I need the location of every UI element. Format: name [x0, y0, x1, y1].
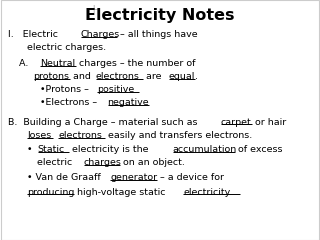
Text: – all things have: – all things have	[117, 30, 198, 39]
Text: or hair: or hair	[252, 118, 286, 127]
Text: producing: producing	[27, 188, 75, 197]
Text: – a device for: – a device for	[157, 173, 224, 182]
Text: electric: electric	[37, 158, 75, 168]
Text: loses: loses	[27, 131, 52, 140]
Text: charges: charges	[84, 158, 121, 168]
Text: •: •	[27, 145, 36, 154]
Text: of excess: of excess	[235, 145, 283, 154]
Text: and: and	[70, 72, 94, 81]
Text: Electricity Notes: Electricity Notes	[85, 8, 235, 24]
Text: equal: equal	[169, 72, 195, 81]
Text: on an object.: on an object.	[120, 158, 185, 168]
Text: •Protons –: •Protons –	[40, 85, 92, 94]
Text: electrons: electrons	[58, 131, 102, 140]
Text: • Van de Graaff: • Van de Graaff	[27, 173, 104, 182]
Text: •Electrons –: •Electrons –	[40, 98, 100, 108]
Text: charges – the number of: charges – the number of	[76, 59, 196, 68]
Text: .: .	[195, 72, 198, 81]
Text: are: are	[143, 72, 164, 81]
Text: carpet: carpet	[221, 118, 252, 127]
Text: electricity: electricity	[183, 188, 230, 197]
Text: generator: generator	[110, 173, 157, 182]
Text: +: +	[89, 3, 100, 16]
Text: high-voltage static: high-voltage static	[74, 188, 168, 197]
Text: Charges: Charges	[81, 30, 120, 39]
Text: electricity is the: electricity is the	[69, 145, 151, 154]
Text: positive: positive	[97, 85, 134, 94]
Text: electric charges.: electric charges.	[27, 43, 106, 52]
Text: electrons: electrons	[96, 72, 140, 81]
Text: protons: protons	[34, 72, 70, 81]
Text: easily and transfers electrons.: easily and transfers electrons.	[105, 131, 252, 140]
Text: Static: Static	[37, 145, 65, 154]
Text: B.  Building a Charge – material such as: B. Building a Charge – material such as	[8, 118, 201, 127]
Text: A.: A.	[19, 59, 35, 68]
Text: accumulation: accumulation	[173, 145, 237, 154]
Text: negative: negative	[108, 98, 149, 108]
Text: I.   Electric: I. Electric	[8, 30, 61, 39]
Text: Neutral: Neutral	[40, 59, 75, 68]
